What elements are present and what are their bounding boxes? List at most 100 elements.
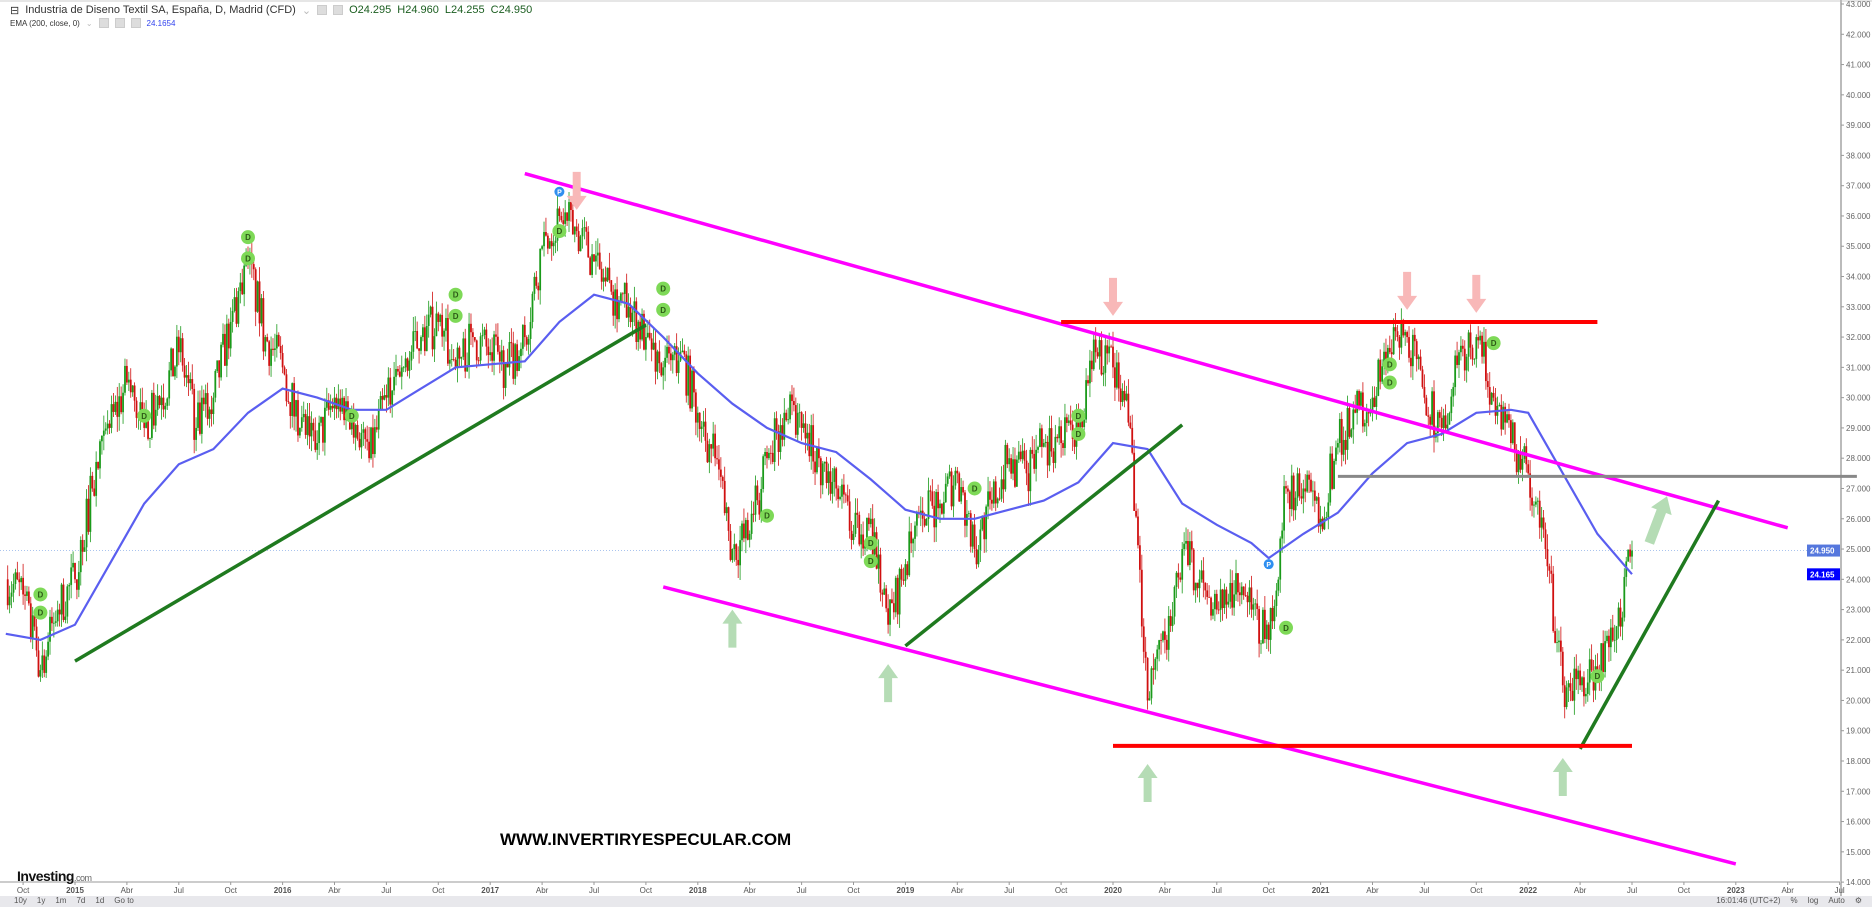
- candle-body: [126, 365, 128, 383]
- support-trendline[interactable]: [74, 323, 647, 663]
- candle-body: [485, 329, 488, 347]
- candle-body: [1029, 449, 1032, 492]
- candle-body: [791, 394, 793, 402]
- candle-body: [1413, 334, 1416, 342]
- dividend-marker-icon[interactable]: [1382, 375, 1397, 390]
- y-tick-label: 35.000: [1846, 242, 1871, 251]
- candle-body: [1208, 596, 1211, 598]
- candle-body: [1152, 668, 1155, 670]
- dividend-marker-icon[interactable]: [760, 508, 774, 523]
- support-trendline[interactable]: [904, 423, 1184, 648]
- indicator-remove-icon[interactable]: [130, 18, 141, 28]
- candle-body: [954, 470, 957, 486]
- candle-body: [925, 518, 928, 526]
- dividend-marker-icon[interactable]: [33, 587, 48, 602]
- dividend-marker-icon[interactable]: [967, 481, 982, 496]
- auto-toggle[interactable]: Auto: [1828, 896, 1845, 905]
- range-1y[interactable]: 1y: [36, 896, 46, 905]
- candle-body: [996, 498, 999, 504]
- candle-body: [385, 395, 388, 398]
- candle-body: [262, 298, 265, 352]
- dividend-marker-icon[interactable]: [241, 251, 255, 266]
- dividend-marker-icon[interactable]: [863, 535, 878, 550]
- dividend-marker-icon[interactable]: [1382, 357, 1397, 372]
- candle-body: [1094, 339, 1097, 353]
- dividend-marker-icon[interactable]: [448, 287, 463, 302]
- candle-body: [85, 498, 88, 548]
- indicator-visibility-icon[interactable]: [98, 18, 109, 28]
- range-1d[interactable]: 1d: [95, 896, 105, 905]
- dividend-marker-icon[interactable]: [552, 224, 567, 239]
- indicator-menu-chevron-icon[interactable]: ⌄: [85, 18, 93, 28]
- dividend-marker-icon[interactable]: [241, 230, 255, 245]
- candle-body: [66, 586, 69, 617]
- channel-lower-trendline[interactable]: [662, 585, 1737, 866]
- candle-body: [1465, 356, 1468, 371]
- candle-body: [1019, 451, 1022, 460]
- dividend-marker-icon[interactable]: [1590, 669, 1605, 684]
- candle-body: [1411, 334, 1414, 367]
- candle-body: [710, 444, 713, 449]
- candle-body: [585, 227, 588, 232]
- dividend-marker-icon[interactable]: [1071, 426, 1086, 441]
- candle-body: [764, 451, 766, 457]
- dividend-marker-icon[interactable]: [33, 605, 48, 620]
- range-10y[interactable]: 10y: [14, 896, 27, 905]
- candle-body: [477, 360, 480, 362]
- candle-body: [769, 452, 772, 454]
- range-7d[interactable]: 7d: [76, 896, 86, 905]
- candle-body: [862, 534, 865, 549]
- candle-body: [575, 226, 578, 232]
- dividend-marker-icon[interactable]: [656, 281, 671, 296]
- candle-body: [1092, 339, 1095, 370]
- settings-icon[interactable]: [333, 5, 344, 15]
- candle-body: [504, 362, 507, 388]
- support-trendline[interactable]: [1578, 499, 1721, 750]
- candle-body: [204, 393, 207, 405]
- candle-body: [1271, 607, 1274, 622]
- split-marker-icon[interactable]: [554, 186, 565, 197]
- dividend-marker-icon[interactable]: [1279, 620, 1293, 635]
- dividend-marker-icon[interactable]: [448, 308, 463, 323]
- dividend-marker-icon[interactable]: [1486, 336, 1501, 351]
- candle-body: [20, 577, 23, 583]
- visibility-icon[interactable]: [317, 5, 328, 15]
- candle-body: [516, 344, 519, 371]
- indicator-settings-icon[interactable]: [114, 18, 125, 28]
- range-1m[interactable]: 1m: [55, 896, 67, 905]
- symbol-menu-chevron-icon[interactable]: ⌄: [301, 4, 312, 17]
- chart-legend: ⊟ Industria de Diseno Textil SA, España,…: [10, 3, 532, 29]
- collapse-icon[interactable]: ⊟: [10, 4, 20, 17]
- go-to-button[interactable]: Go to: [114, 896, 134, 905]
- candle-body: [1494, 397, 1497, 416]
- gear-icon[interactable]: ⚙: [1854, 896, 1862, 905]
- candle-body: [1498, 404, 1501, 406]
- split-marker-icon[interactable]: [1263, 559, 1274, 570]
- candle-body: [1415, 341, 1418, 360]
- percent-toggle[interactable]: %: [1790, 896, 1798, 905]
- candle-body: [839, 496, 841, 500]
- candle-body: [237, 291, 240, 324]
- candle-body: [627, 306, 630, 318]
- candle-body: [147, 413, 149, 439]
- log-toggle[interactable]: log: [1807, 896, 1819, 905]
- channel-upper-trendline[interactable]: [524, 171, 1789, 530]
- candle-body: [1467, 332, 1470, 357]
- candle-body: [1461, 345, 1464, 349]
- dividend-marker-icon[interactable]: [656, 302, 671, 317]
- candle-body: [239, 282, 242, 292]
- dividend-marker-icon[interactable]: [344, 408, 359, 423]
- candle-body: [768, 452, 770, 459]
- candle-body: [1246, 595, 1249, 603]
- candle-body: [793, 401, 795, 406]
- candle-body: [370, 427, 372, 459]
- candle-body: [1102, 372, 1105, 375]
- candle-body: [358, 438, 361, 448]
- dividend-marker-icon[interactable]: [137, 408, 152, 423]
- dividend-marker-icon[interactable]: [863, 554, 878, 569]
- candle-body: [760, 488, 763, 515]
- candle-body: [1008, 458, 1011, 465]
- dividend-marker-icon[interactable]: [1071, 408, 1086, 423]
- y-tick-label: 23.000: [1846, 606, 1871, 615]
